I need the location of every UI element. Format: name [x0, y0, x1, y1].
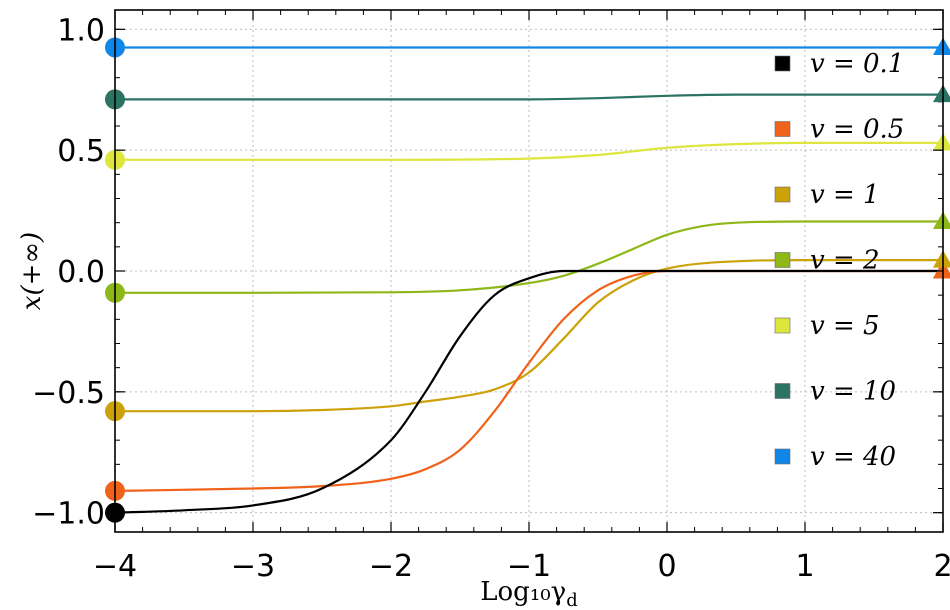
x-tick-label: −2: [369, 549, 413, 584]
legend-label: v = 5: [810, 311, 880, 341]
x-tick-labels: −4 −3 −2 −1 0 1 2: [93, 549, 950, 584]
x-tick-label: 0: [657, 549, 676, 584]
x-axis-title: Log₁₀γd: [480, 577, 577, 610]
series-line: [115, 141, 943, 161]
x-tick-label: −3: [231, 549, 275, 584]
x-tick-label: −4: [93, 549, 137, 584]
legend-label: v = 0.1: [810, 49, 904, 79]
legend-label: v = 10: [810, 377, 896, 407]
end-marker: [933, 132, 950, 151]
legend-swatch: [774, 121, 791, 137]
end-markers: [933, 37, 950, 279]
y-tick-label: 1.0: [57, 13, 105, 48]
series-line: [114, 269, 943, 514]
x-tick-label: 1: [795, 549, 814, 584]
series-line: [114, 93, 943, 101]
series-line: [114, 220, 943, 294]
legend-label: v = 0.5: [810, 115, 904, 145]
y-tick-label: 0.5: [57, 134, 105, 169]
end-marker: [933, 261, 950, 279]
end-marker: [933, 250, 950, 268]
y-tick-label: 0.0: [57, 255, 105, 290]
legend-swatch: [774, 186, 791, 203]
legend-label: v = 2: [810, 246, 880, 276]
y-tick-label: −0.5: [32, 376, 105, 411]
legend-swatch: [774, 317, 791, 334]
series-line: [115, 258, 943, 413]
legend-swatch: [774, 448, 791, 465]
x-tick-label: −1: [507, 549, 551, 584]
legend-swatch: [774, 252, 791, 268]
y-tick-labels: −1.0 −0.5 0.0 0.5 1.0: [32, 13, 105, 531]
x-axis-title-main: Log₁₀γ: [480, 577, 566, 607]
y-axis-title: x(+∞): [17, 232, 47, 310]
x-tick-label: 2: [933, 549, 950, 584]
legend-swatch: [774, 383, 791, 399]
major-ticks: [114, 10, 944, 532]
legend: v = 0.1 v = 0.5 v = 1 v = 2 v = 5 v = 10 v = 4…: [774, 49, 904, 472]
series-group: [114, 46, 943, 514]
end-marker: [933, 37, 950, 55]
legend-swatch: [774, 55, 791, 72]
end-marker: [933, 211, 950, 229]
x-axis-title-sub: d: [566, 590, 578, 610]
legend-label: v = 40: [810, 442, 896, 472]
end-marker: [933, 84, 950, 103]
legend-label: v = 1: [810, 180, 880, 210]
y-tick-label: −1.0: [32, 497, 105, 532]
